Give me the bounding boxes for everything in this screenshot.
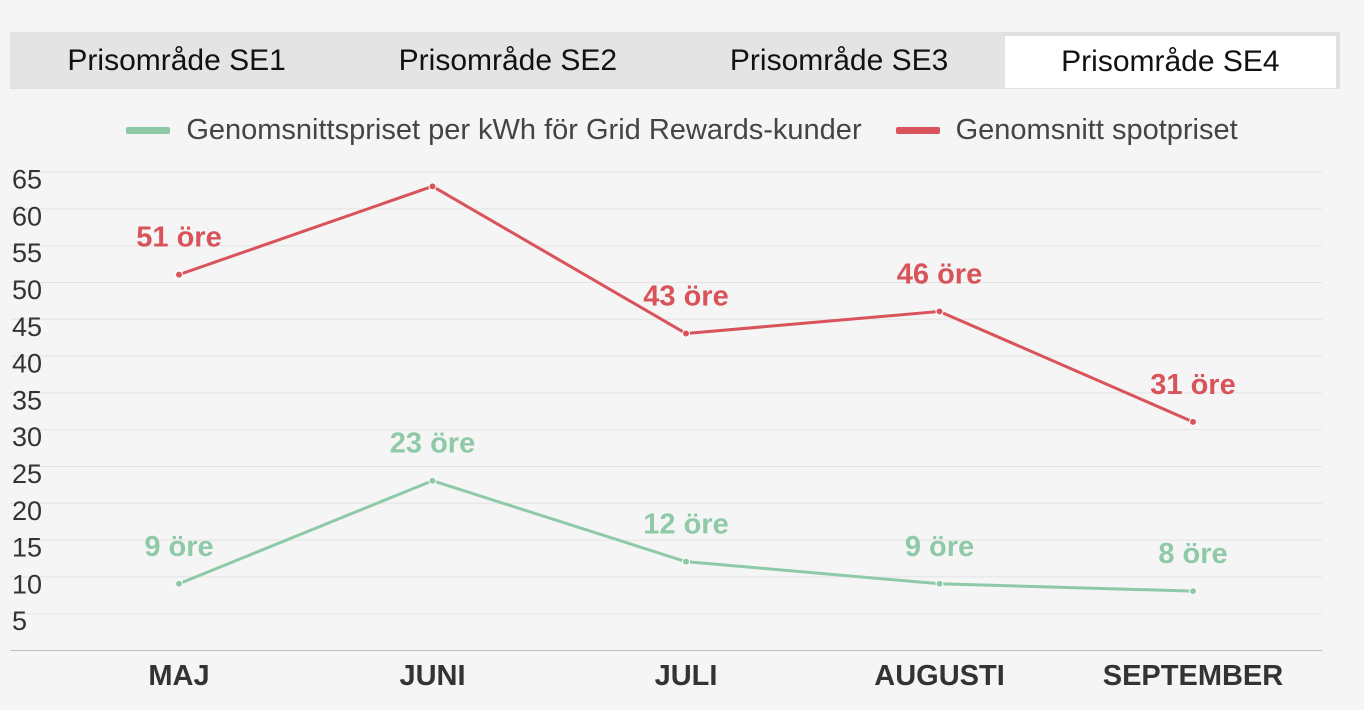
data-point-grid_rewards xyxy=(428,476,437,485)
data-point-spot xyxy=(175,270,183,279)
legend-swatch-spot xyxy=(895,126,940,134)
price-area-tabs: Prisområde SE1 Prisområde SE2 Prisområde… xyxy=(10,32,1340,89)
x-tick-label: SEPTEMBER xyxy=(1103,660,1284,692)
legend-item-spot[interactable]: Genomsnitt spotpriset xyxy=(895,113,1238,147)
data-point-spot xyxy=(935,307,944,316)
y-tick-label: 20 xyxy=(12,496,42,526)
y-tick-label: 30 xyxy=(12,422,42,452)
y-tick-label: 40 xyxy=(12,349,42,379)
x-tick-label: AUGUSTI xyxy=(874,660,1005,692)
y-tick-label: 55 xyxy=(12,238,42,268)
data-label-spot: 51 öre xyxy=(136,222,221,254)
y-tick-label: 50 xyxy=(12,275,42,305)
data-point-grid_rewards xyxy=(682,557,690,566)
data-label-spot: 63 öre xyxy=(390,160,475,165)
data-label-grid_rewards: 12 öre xyxy=(643,509,728,541)
data-point-spot xyxy=(428,182,437,191)
y-tick-label: 60 xyxy=(12,201,42,231)
chart-legend: Genomsnittspriset per kWh för Grid Rewar… xyxy=(0,108,1364,152)
y-tick-label: 25 xyxy=(12,459,42,489)
data-label-grid_rewards: 9 öre xyxy=(144,531,213,563)
legend-label-spot: Genomsnitt spotpriset xyxy=(955,113,1238,146)
legend-swatch-grid-rewards xyxy=(126,126,171,134)
legend-item-grid-rewards[interactable]: Genomsnittspriset per kWh för Grid Rewar… xyxy=(126,113,862,147)
data-label-grid_rewards: 9 öre xyxy=(905,531,974,563)
data-point-grid_rewards xyxy=(1189,587,1197,596)
y-tick-label: 35 xyxy=(12,385,42,415)
x-tick-label: MAJ xyxy=(148,660,209,692)
tab-se3[interactable]: Prisområde SE3 xyxy=(729,43,949,77)
legend-label-grid-rewards: Genomsnittspriset per kWh för Grid Rewar… xyxy=(186,113,862,146)
tab-se2[interactable]: Prisområde SE2 xyxy=(398,43,618,77)
tab-se4[interactable]: Prisområde SE4 xyxy=(1004,33,1339,88)
y-tick-label: 45 xyxy=(12,312,42,342)
data-label-grid_rewards: 8 öre xyxy=(1158,538,1227,570)
y-tick-label: 15 xyxy=(12,533,42,563)
data-point-grid_rewards xyxy=(175,579,183,588)
data-label-grid_rewards: 23 öre xyxy=(390,428,475,460)
y-tick-label: 10 xyxy=(12,569,42,599)
y-tick-label: 5 xyxy=(12,606,27,636)
tab-se1[interactable]: Prisområde SE1 xyxy=(67,43,286,77)
data-label-spot: 46 öre xyxy=(897,258,982,290)
x-tick-label: JUNI xyxy=(399,660,465,692)
line-chart: 5 10 15 20 25 30 35 40 45 50 55 60 65 MAJ JUNI JULI AUGU… xyxy=(10,160,1322,692)
data-label-spot: 43 öre xyxy=(643,281,728,313)
data-label-spot: 31 öre xyxy=(1150,369,1235,401)
x-tick-label: JULI xyxy=(655,660,718,692)
data-point-spot xyxy=(1189,417,1197,426)
y-tick-label: 65 xyxy=(12,165,42,195)
data-point-spot xyxy=(682,329,690,338)
data-point-grid_rewards xyxy=(935,579,944,588)
